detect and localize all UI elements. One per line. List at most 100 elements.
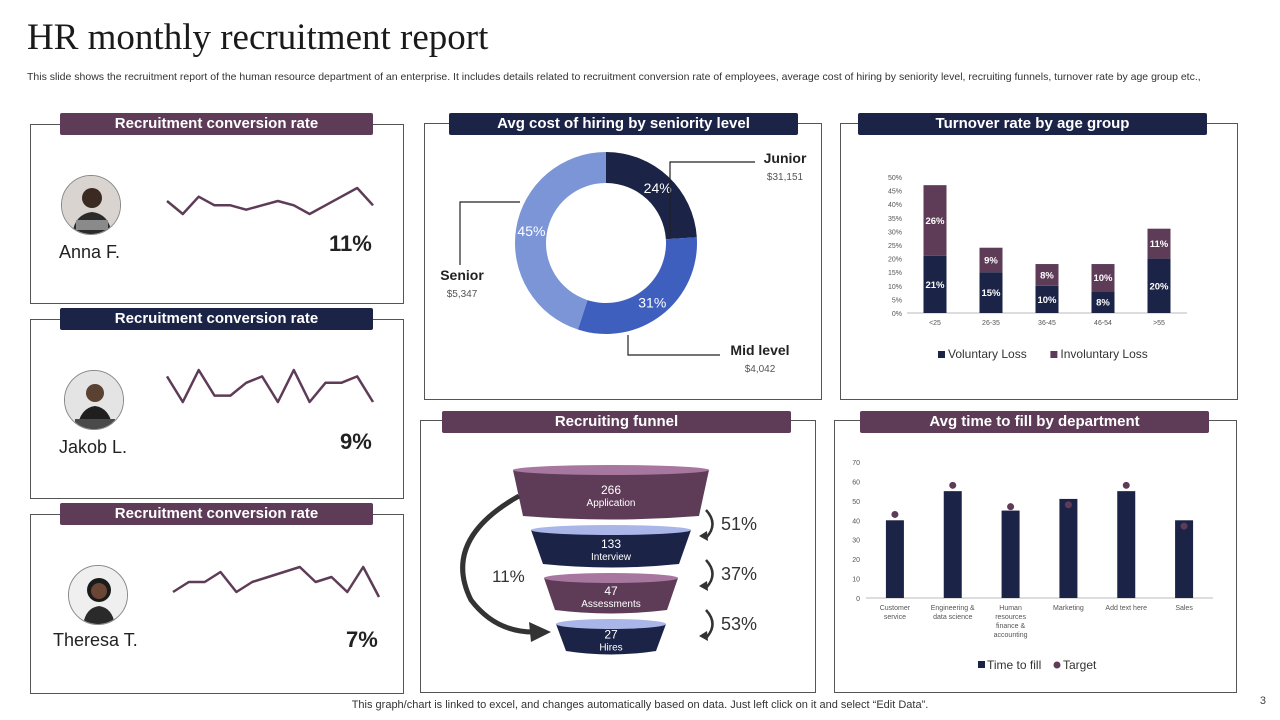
sparkline-2: [165, 368, 375, 404]
target-point: [1007, 503, 1015, 511]
bar-data-label: 26%: [925, 216, 945, 227]
page-subtitle: This slide shows the recruitment report …: [27, 71, 1201, 83]
target-point: [949, 481, 957, 489]
page-title: HR monthly recruitment report: [27, 17, 489, 58]
funnel-step-rate: 37%: [721, 564, 757, 584]
funnel-stage-cap: [556, 619, 666, 629]
turnover-bar-chart: 0% 5% 10% 15% 20% 25% 30% 35% 40% 45% 50% 21% 26% <25…: [888, 175, 1187, 361]
bar-voluntary-loss: [1035, 285, 1059, 313]
funnel-stage: [513, 470, 709, 520]
x-tick-label: 46-54: [1094, 320, 1112, 327]
conversion-percent-2: 9%: [340, 429, 372, 454]
conversion-percent-1: 11%: [329, 231, 372, 256]
x-tick-label: finance &: [996, 623, 1026, 630]
funnel-stage-value: 266: [601, 483, 621, 497]
funnel-step-arrow: [705, 609, 714, 639]
y-tick-label: 40%: [888, 202, 902, 209]
y-tick-label: 15%: [888, 270, 902, 277]
legend-label: Voluntary Loss: [948, 347, 1027, 361]
funnel-stage-value: 27: [604, 628, 618, 642]
donut-slice-label: Junior: [764, 150, 807, 166]
conversion-percent-3: 7%: [346, 627, 378, 652]
funnel-stage-label: Hires: [599, 643, 622, 654]
page-number: 3: [1259, 695, 1266, 707]
bar-voluntary-loss: [979, 272, 1003, 313]
funnel-overall-arrow: [460, 493, 537, 635]
x-tick-label: Engineering &: [931, 605, 975, 612]
donut-leader-line: [669, 161, 755, 236]
bar-involuntary-loss: [1091, 264, 1115, 292]
donut-slice-cost: $4,042: [745, 364, 776, 375]
bar-voluntary-loss: [1147, 258, 1171, 313]
y-tick-label: 35%: [888, 216, 902, 223]
x-tick-label: 26-35: [982, 320, 1000, 327]
bar-data-label: 10%: [1093, 273, 1113, 284]
y-tick-label: 60: [852, 479, 860, 486]
funnel-stage-cap: [544, 573, 678, 583]
donut-slice-pct: 24%: [644, 180, 672, 196]
funnel-step-rate: 51%: [721, 514, 757, 534]
y-tick-label: 25%: [888, 243, 902, 250]
bar-time-to-fill: [1059, 498, 1078, 598]
bar-voluntary-loss: [1091, 291, 1115, 313]
y-tick-label: 70: [852, 460, 860, 467]
y-tick-label: 0: [856, 596, 860, 603]
conversion-pill-3: Recruitment conversion rate: [60, 503, 373, 525]
donut-slice-cost: $31,151: [767, 172, 804, 183]
funnel-stage-value: 133: [601, 537, 621, 551]
funnel-stage: [531, 530, 691, 568]
y-tick-label: 30: [852, 538, 860, 545]
sparkline-path: [172, 565, 381, 598]
x-tick-label: data science: [933, 614, 972, 621]
target-point: [1180, 522, 1188, 530]
legend-label: Time to fill: [987, 658, 1041, 672]
funnel-overall-rate: 11%: [492, 567, 525, 586]
avatar-jakob: [64, 370, 124, 430]
avatar-theresa: [68, 565, 128, 625]
legend-swatch: [978, 661, 985, 668]
bar-involuntary-loss: [923, 185, 947, 256]
y-tick-label: 40: [852, 518, 860, 525]
funnel-stage-cap: [531, 525, 691, 535]
bar-involuntary-loss: [1147, 228, 1171, 259]
bar-voluntary-loss: [923, 255, 947, 313]
legend-label: Involuntary Loss: [1060, 347, 1147, 361]
funnel-step-arrowhead: [699, 631, 708, 641]
funnel-stage-value: 47: [604, 584, 618, 598]
y-tick-label: 10%: [888, 284, 902, 291]
legend-swatch: [1053, 661, 1061, 669]
y-tick-label: 45%: [888, 189, 902, 196]
footer-note: This graph/chart is linked to excel, and…: [351, 699, 929, 711]
x-tick-label: <25: [929, 320, 941, 327]
turnover-pill: Turnover rate by age group: [858, 113, 1207, 135]
donut-slice-label: Senior: [440, 267, 484, 283]
person-name-2: Jakob L.: [59, 437, 128, 457]
funnel-pill: Recruiting funnel: [442, 411, 791, 433]
avatar-anna: [61, 175, 121, 235]
funnel-step-arrow: [705, 559, 714, 589]
bar-time-to-fill: [1117, 491, 1136, 598]
sparkline-1: [166, 186, 374, 216]
sparkline-path: [166, 186, 374, 216]
bar-time-to-fill: [1175, 520, 1194, 598]
bar-involuntary-loss: [1035, 264, 1059, 286]
legend-swatch: [938, 351, 945, 358]
funnel-step-rate: 53%: [721, 614, 757, 634]
funnel-step-arrowhead: [699, 531, 708, 541]
cost-pill: Avg cost of hiring by seniority level: [449, 113, 798, 135]
sparkline-path: [165, 368, 375, 404]
bar-data-label: 9%: [984, 255, 998, 266]
y-tick-label: 10: [852, 577, 860, 584]
x-tick-label: Add text here: [1105, 605, 1147, 612]
person-name-3: Theresa T.: [53, 630, 138, 650]
y-tick-label: 30%: [888, 229, 902, 236]
time-pill: Avg time to fill by department: [860, 411, 1209, 433]
x-tick-label: accounting: [994, 632, 1028, 639]
x-tick-label: Sales: [1175, 605, 1193, 612]
person-name-1: Anna F.: [59, 242, 121, 262]
target-point: [891, 510, 899, 518]
donut-slice-pct: 31%: [638, 295, 666, 311]
funnel-stage-label: Assessments: [581, 599, 640, 610]
bar-time-to-fill: [1001, 510, 1020, 598]
